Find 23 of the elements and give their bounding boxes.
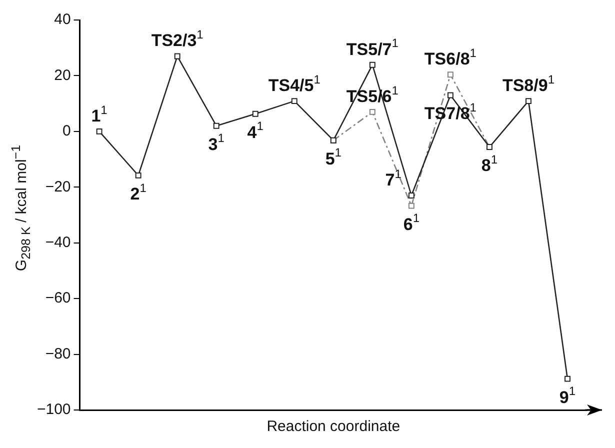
y-tick-label: 20 xyxy=(54,66,71,84)
point xyxy=(564,376,570,382)
y-tick-label: −80 xyxy=(45,345,71,362)
y-tick-label: −40 xyxy=(45,234,71,251)
point xyxy=(447,72,454,78)
y-tick-label: 40 xyxy=(54,11,71,28)
point xyxy=(213,122,220,129)
point xyxy=(96,128,102,134)
point xyxy=(447,92,454,98)
y-tick-label: −60 xyxy=(45,290,71,307)
point xyxy=(369,108,376,115)
y-tick-label: −20 xyxy=(45,178,71,196)
point xyxy=(291,98,298,104)
point xyxy=(369,62,376,68)
point xyxy=(174,53,180,60)
point xyxy=(135,172,142,178)
x-axis-title: Reaction coordinate xyxy=(266,418,400,436)
y-tick-label: 0 xyxy=(62,122,71,140)
point xyxy=(252,110,258,117)
point xyxy=(408,192,414,198)
point xyxy=(526,98,532,104)
point xyxy=(408,202,414,209)
y-tick-label: −100 xyxy=(36,401,71,418)
